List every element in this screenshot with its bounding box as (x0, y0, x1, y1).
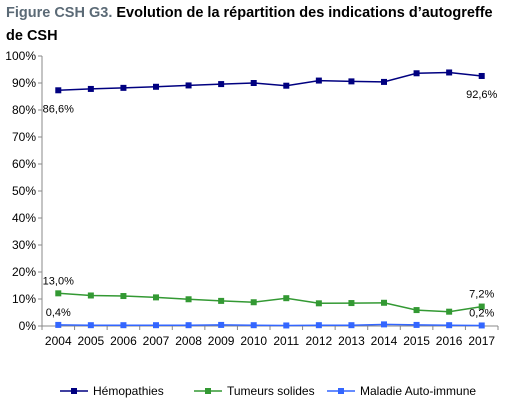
data-point (413, 321, 420, 328)
data-point (55, 87, 62, 94)
y-tick-label: 80% (12, 103, 36, 117)
data-point (381, 321, 387, 328)
data-point (250, 80, 257, 86)
y-tick-label: 10% (12, 292, 36, 306)
y-tick-label: 50% (12, 184, 36, 198)
x-tick-label: 2012 (306, 334, 333, 348)
x-tick-label: 2005 (78, 334, 105, 348)
x-tick-label: 2010 (240, 334, 267, 348)
y-tick-label: 100% (5, 49, 36, 63)
legend-label: Maladie Auto-immune (360, 384, 476, 398)
data-label: 13,0% (43, 275, 74, 287)
legend-label: Hémopathies (93, 384, 164, 398)
data-point (87, 292, 94, 299)
x-tick-label: 2004 (45, 334, 72, 348)
data-point (381, 299, 387, 306)
legend-label: Tumeurs solides (227, 384, 315, 398)
figure-title: Evolution de la répartition des indicati… (6, 5, 493, 44)
x-tick-label: 2006 (110, 334, 137, 348)
data-point (348, 78, 355, 85)
data-point (478, 303, 485, 310)
figure-number: Figure CSH G3. (6, 5, 113, 21)
data-point (315, 77, 322, 84)
data-point (478, 322, 485, 329)
x-tick-label: 2009 (208, 334, 235, 348)
y-tick-label: 60% (12, 157, 36, 171)
data-point (153, 83, 159, 90)
data-label: 92,6% (466, 89, 497, 101)
y-tick-label: 20% (12, 265, 36, 279)
x-tick-label: 2015 (403, 334, 430, 348)
data-point (55, 321, 62, 328)
y-tick-label: 90% (12, 76, 36, 90)
data-point (185, 82, 192, 89)
data-label: 86,6% (43, 103, 74, 115)
data-point (185, 322, 192, 329)
series-line-2 (58, 323, 482, 327)
data-point (87, 85, 94, 92)
data-point (478, 72, 485, 79)
x-tick-label: 2011 (273, 334, 299, 348)
data-point (283, 82, 290, 89)
chart-title: Figure CSH G3. Evolution de la répartiti… (6, 2, 511, 48)
data-point (250, 322, 257, 329)
x-tick-label: 2013 (338, 334, 365, 348)
x-tick-label: 2016 (436, 334, 463, 348)
y-tick-label: 0% (19, 319, 37, 333)
x-tick-label: 2017 (468, 334, 495, 348)
y-tick-label: 40% (12, 211, 36, 225)
data-point (87, 322, 94, 329)
data-point (120, 322, 127, 329)
data-point (153, 322, 159, 329)
data-point (218, 81, 225, 88)
series-line-0 (58, 71, 482, 92)
data-point (185, 296, 192, 303)
x-tick-label: 2014 (371, 334, 398, 348)
data-label: 7,2% (469, 289, 494, 301)
data-point (315, 300, 322, 307)
data-point (348, 322, 355, 329)
data-point (120, 293, 127, 300)
data-point (283, 295, 290, 302)
x-tick-label: 2008 (175, 334, 202, 348)
data-point (446, 308, 453, 315)
legend-marker (205, 388, 211, 394)
legend-marker (338, 388, 344, 394)
x-tick-label: 2007 (143, 334, 170, 348)
data-point (120, 84, 127, 91)
data-point (413, 70, 420, 77)
data-label: 0,4% (46, 307, 71, 319)
data-point (218, 321, 225, 328)
data-point (446, 69, 453, 76)
data-point (413, 307, 420, 314)
data-point (153, 294, 159, 301)
data-point (218, 297, 225, 304)
data-point (250, 299, 257, 306)
legend-marker (71, 388, 77, 394)
y-tick-label: 30% (12, 238, 36, 252)
data-point (315, 322, 322, 329)
data-point (283, 322, 290, 329)
data-point (381, 78, 387, 85)
data-point (446, 322, 453, 329)
data-point (55, 290, 62, 297)
series-line-1 (58, 292, 482, 313)
y-tick-label: 70% (12, 130, 36, 144)
data-point (348, 300, 355, 307)
data-label: 0,2% (469, 307, 494, 319)
